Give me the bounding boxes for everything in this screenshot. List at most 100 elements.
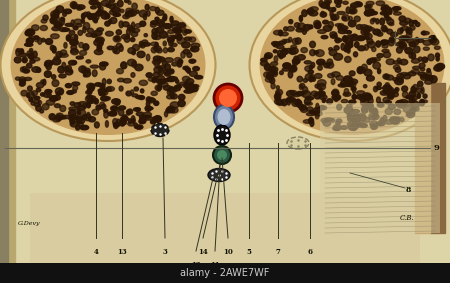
Ellipse shape — [291, 45, 297, 48]
Ellipse shape — [400, 28, 403, 33]
Ellipse shape — [130, 38, 135, 42]
Ellipse shape — [339, 26, 348, 30]
Ellipse shape — [45, 60, 53, 66]
Ellipse shape — [365, 103, 374, 109]
Ellipse shape — [380, 91, 388, 95]
Ellipse shape — [367, 59, 371, 64]
Ellipse shape — [175, 85, 182, 88]
Ellipse shape — [191, 86, 194, 92]
Ellipse shape — [54, 22, 62, 28]
Ellipse shape — [70, 115, 78, 119]
Ellipse shape — [73, 26, 78, 30]
Ellipse shape — [399, 42, 403, 45]
Ellipse shape — [136, 10, 139, 13]
Ellipse shape — [116, 30, 122, 35]
Text: L: L — [432, 34, 438, 42]
Ellipse shape — [10, 0, 206, 135]
Ellipse shape — [394, 109, 400, 114]
Ellipse shape — [127, 10, 134, 17]
Ellipse shape — [119, 21, 123, 28]
Ellipse shape — [330, 35, 337, 38]
Ellipse shape — [395, 88, 399, 91]
Text: 5: 5 — [247, 248, 252, 256]
Ellipse shape — [434, 67, 441, 71]
Ellipse shape — [132, 3, 137, 10]
Ellipse shape — [361, 29, 368, 35]
Ellipse shape — [296, 100, 302, 107]
Ellipse shape — [376, 1, 385, 6]
Ellipse shape — [427, 68, 430, 72]
Ellipse shape — [25, 31, 30, 36]
Ellipse shape — [97, 2, 101, 8]
Ellipse shape — [396, 117, 400, 122]
Ellipse shape — [84, 114, 91, 121]
Ellipse shape — [87, 95, 92, 99]
Ellipse shape — [351, 115, 358, 118]
Ellipse shape — [132, 28, 140, 33]
Ellipse shape — [184, 90, 193, 93]
Ellipse shape — [385, 108, 392, 115]
Ellipse shape — [165, 58, 173, 62]
Ellipse shape — [70, 121, 77, 127]
Ellipse shape — [384, 5, 388, 9]
Ellipse shape — [303, 87, 308, 93]
Ellipse shape — [392, 7, 401, 10]
Ellipse shape — [266, 74, 274, 80]
Ellipse shape — [310, 41, 315, 48]
Ellipse shape — [154, 60, 159, 67]
Ellipse shape — [406, 111, 415, 117]
Ellipse shape — [342, 17, 346, 20]
Ellipse shape — [135, 125, 143, 129]
Ellipse shape — [421, 87, 424, 94]
Ellipse shape — [351, 110, 360, 113]
Ellipse shape — [32, 25, 39, 31]
Circle shape — [214, 84, 242, 112]
Ellipse shape — [409, 98, 414, 104]
Ellipse shape — [157, 79, 166, 84]
Ellipse shape — [29, 35, 32, 38]
Ellipse shape — [154, 66, 162, 73]
Ellipse shape — [376, 41, 381, 47]
Ellipse shape — [299, 16, 302, 22]
Ellipse shape — [150, 23, 156, 27]
Ellipse shape — [420, 74, 429, 80]
Ellipse shape — [356, 2, 362, 7]
Ellipse shape — [148, 78, 157, 82]
Ellipse shape — [305, 66, 311, 71]
Ellipse shape — [304, 98, 311, 104]
Ellipse shape — [76, 5, 80, 8]
Ellipse shape — [282, 68, 290, 71]
Ellipse shape — [274, 42, 280, 45]
Ellipse shape — [56, 113, 63, 120]
Ellipse shape — [351, 117, 360, 123]
Ellipse shape — [351, 3, 359, 8]
Polygon shape — [415, 83, 430, 233]
Ellipse shape — [112, 119, 117, 125]
Ellipse shape — [171, 107, 178, 113]
Ellipse shape — [373, 29, 381, 35]
Ellipse shape — [157, 48, 162, 53]
Ellipse shape — [350, 113, 356, 120]
Ellipse shape — [70, 2, 77, 8]
Ellipse shape — [381, 40, 389, 45]
Ellipse shape — [60, 17, 64, 21]
Ellipse shape — [321, 3, 328, 8]
Ellipse shape — [408, 28, 412, 34]
Ellipse shape — [110, 17, 117, 23]
Ellipse shape — [78, 102, 87, 106]
Ellipse shape — [392, 120, 399, 124]
Ellipse shape — [156, 27, 164, 33]
Ellipse shape — [384, 13, 389, 18]
Ellipse shape — [191, 86, 198, 92]
Ellipse shape — [364, 69, 372, 76]
Ellipse shape — [105, 121, 108, 127]
Ellipse shape — [153, 46, 161, 52]
Ellipse shape — [409, 91, 416, 97]
Ellipse shape — [128, 122, 135, 126]
Ellipse shape — [323, 20, 328, 24]
Ellipse shape — [187, 87, 193, 91]
Ellipse shape — [374, 112, 378, 117]
Ellipse shape — [93, 18, 98, 22]
Ellipse shape — [74, 35, 77, 41]
Ellipse shape — [117, 0, 123, 7]
